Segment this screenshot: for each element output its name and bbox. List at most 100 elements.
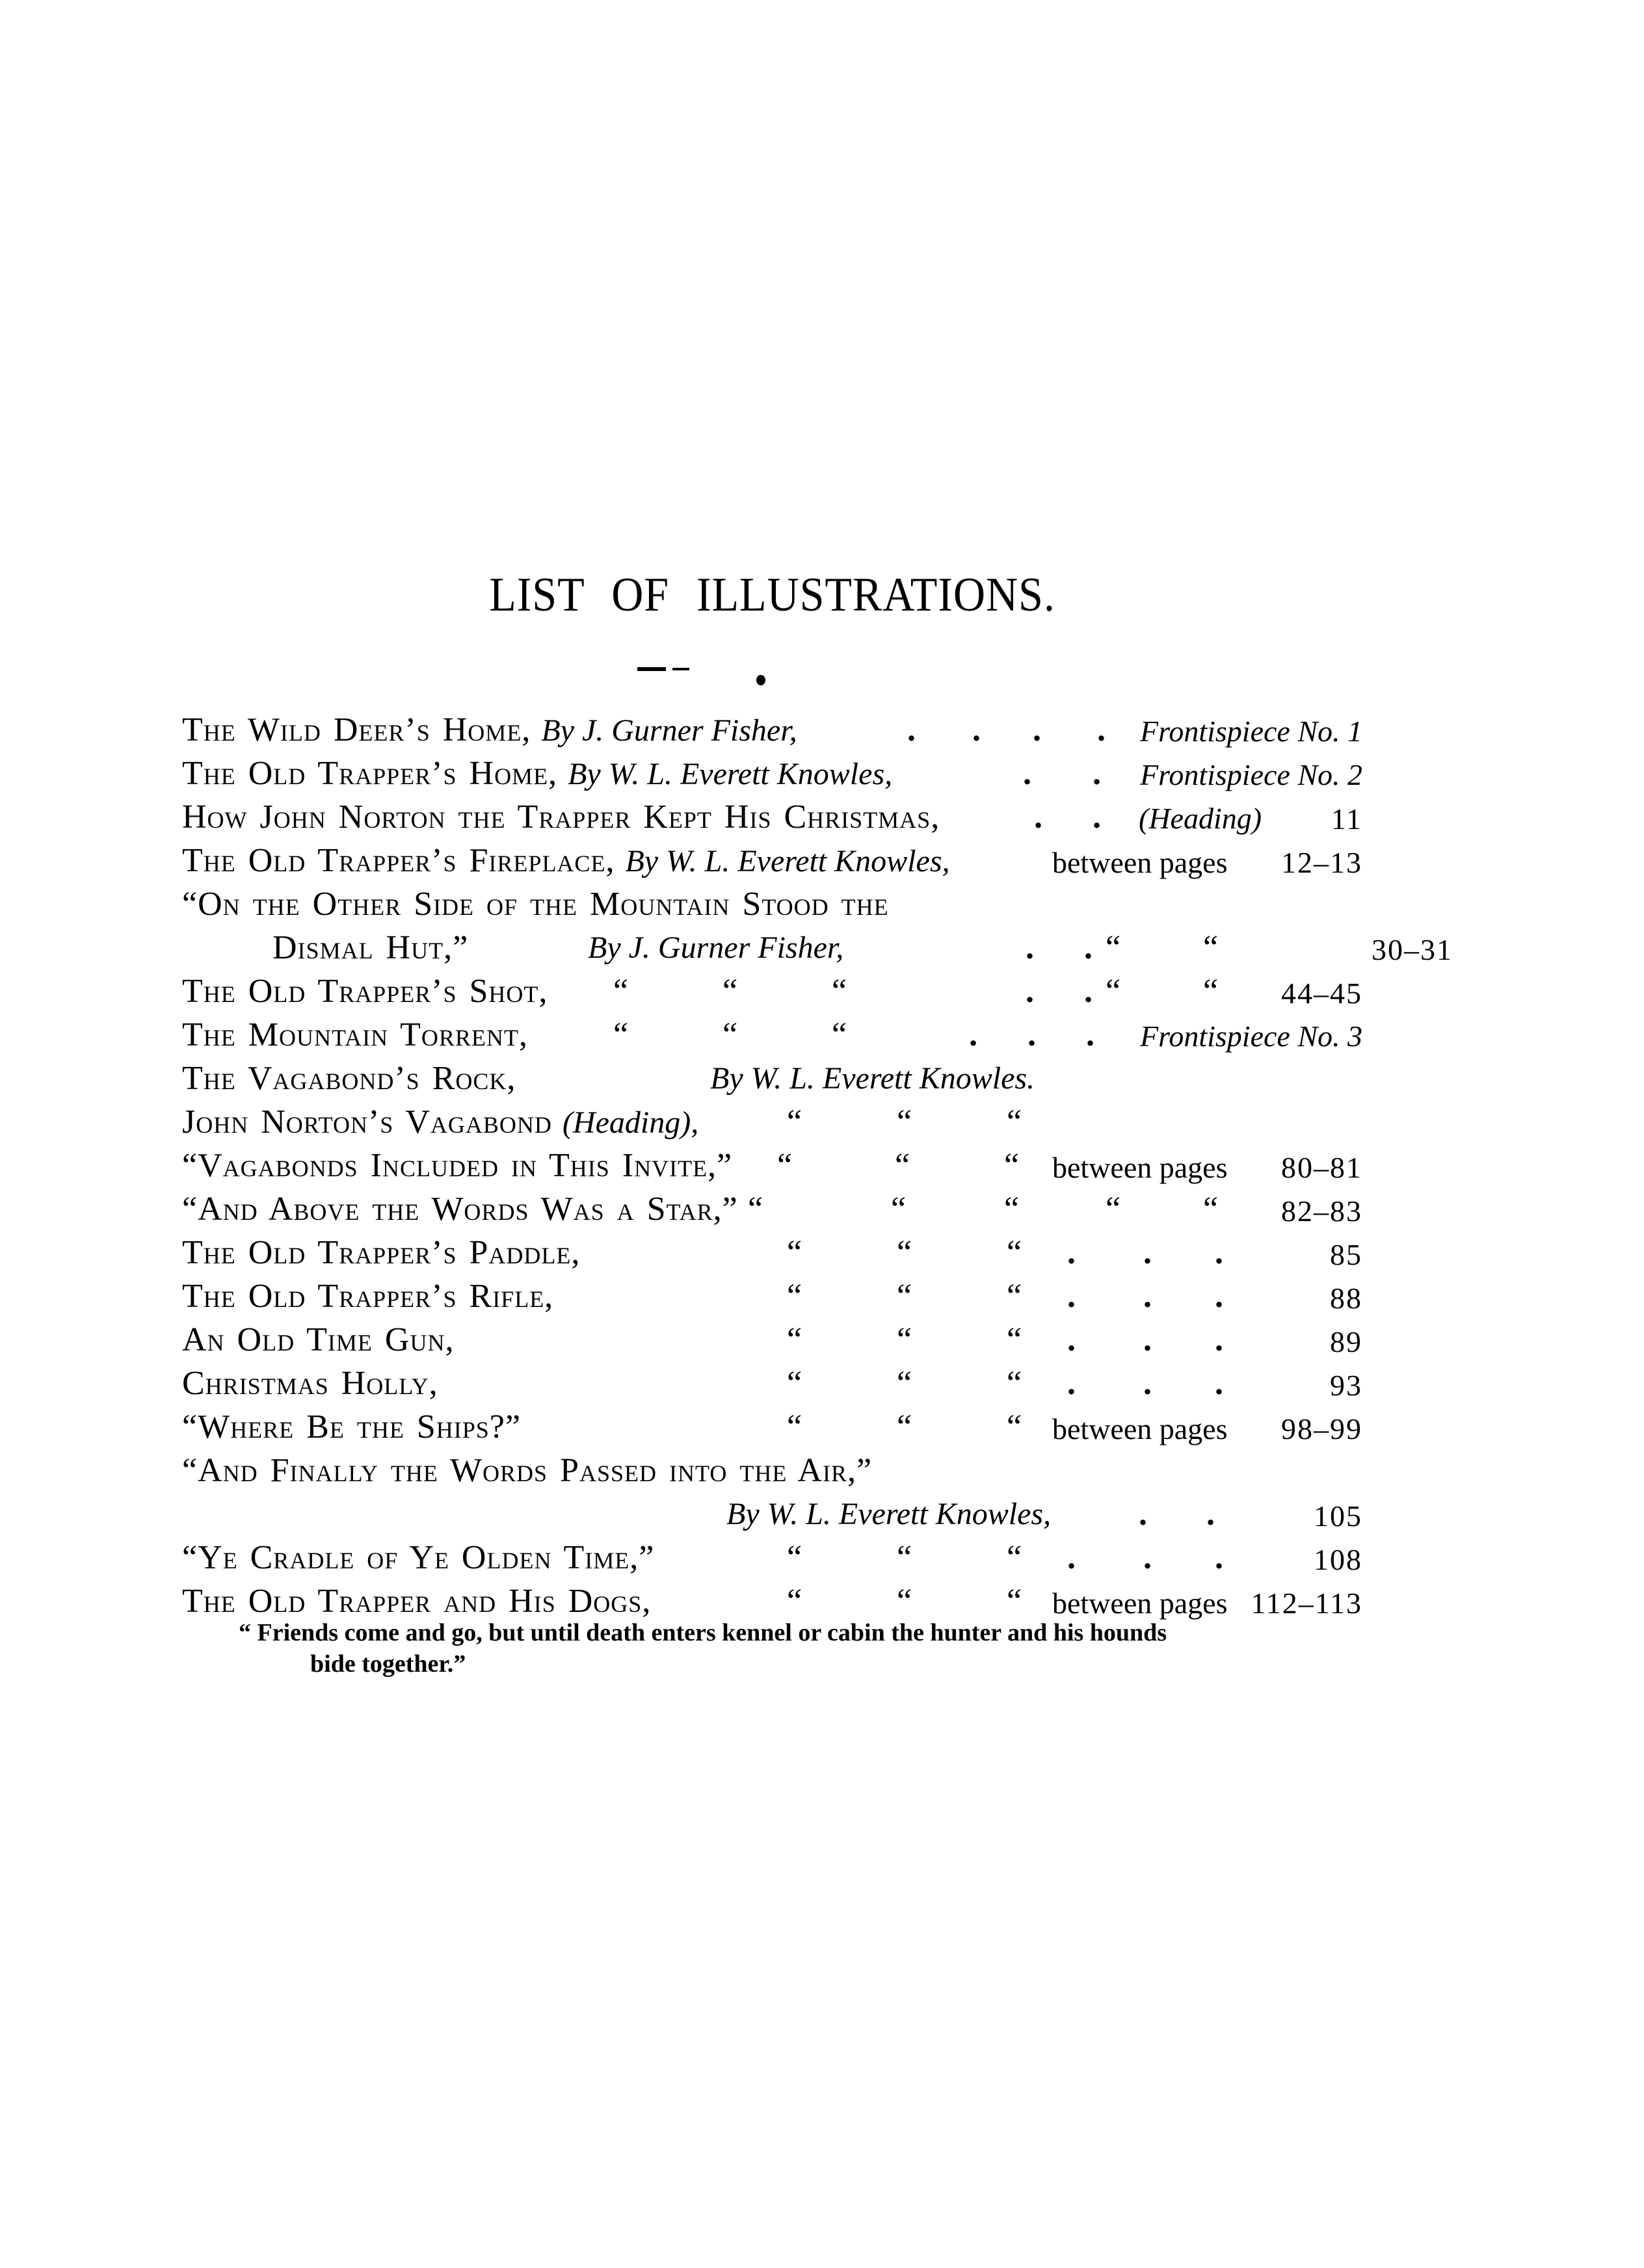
leader-dot: .: [1084, 929, 1093, 966]
decorative-rule-left: [637, 667, 666, 671]
ditto-mark: “: [1106, 1191, 1121, 1228]
ditto-mark: “: [897, 1321, 912, 1358]
entry-page-number: 112–113: [1251, 1587, 1362, 1620]
leader-dot: .: [1093, 755, 1101, 792]
ditto-mark: “: [895, 1147, 910, 1184]
leader-dot: .: [1215, 1365, 1223, 1402]
leader-dot: .: [972, 711, 981, 748]
ditto-mark: “: [1007, 1321, 1022, 1358]
toc-entry-21: The Old Trapper and His Dogs, “ “ “ between …: [182, 1582, 1362, 1626]
entry-title: The Old Trapper’s Shot,: [182, 973, 548, 1010]
entry-title: The Mountain Torrent,: [182, 1016, 528, 1053]
entry-title: How John Norton the Trapper Kept His Chr…: [182, 798, 940, 836]
leader-dot: .: [1143, 1234, 1152, 1271]
toc-entry-15: An Old Time Gun, “ “ “... 89: [182, 1321, 1362, 1364]
ditto-mark: “: [897, 1539, 912, 1576]
leader-dot: .: [1086, 1016, 1094, 1053]
entry-page-number: 89: [1330, 1325, 1362, 1358]
entry-page-number: 11: [1331, 802, 1362, 836]
leader-dot: .: [1206, 1496, 1215, 1533]
entry-title: “Where Be the Ships?”: [182, 1408, 521, 1445]
ditto-mark: “: [787, 1365, 802, 1402]
ditto-mark: “: [723, 1016, 738, 1053]
leader-dot: .: [1026, 929, 1034, 966]
entry-title: The Wild Deer’s Home,: [182, 711, 531, 748]
entry-title: “On the Other Side of the Mountain Stood…: [182, 886, 889, 923]
entry-title: The Old Trapper’s Paddle,: [182, 1234, 581, 1271]
ditto-mark: “: [787, 1234, 802, 1271]
entry-page-number: 93: [1330, 1369, 1362, 1402]
leader-dot: .: [1028, 1016, 1036, 1053]
between-pages-label: between pages: [1052, 1151, 1228, 1184]
entry-page-number: 44–45: [1281, 977, 1362, 1010]
toc-entry-10: John Norton’s Vagabond (Heading), “ “ “: [182, 1103, 1362, 1146]
ditto-mark: “: [787, 1103, 802, 1141]
entry-title: The Old Trapper’s Rifle,: [182, 1278, 554, 1315]
ditto-mark: “: [897, 1234, 912, 1271]
toc-entry-16: Christmas Holly, “ “ “... 93: [182, 1364, 1362, 1408]
entry-author: By W. L. Everett Knowles,: [625, 844, 950, 878]
toc-entry-2: The Old Trapper’s Home, By W. L. Everett …: [182, 754, 1362, 798]
entry-title: “Vagabonds Included in This Invite,”: [182, 1147, 733, 1184]
leader-dot: .: [1067, 1365, 1076, 1402]
leader-dot: .: [1067, 1539, 1076, 1576]
leader-dot: .: [1143, 1321, 1152, 1358]
toc-entry-6: Dismal Hut,” By J. Gurner Fisher,.. “ “ 30–3…: [182, 929, 1453, 972]
leader-dot: .: [1067, 1234, 1076, 1271]
ditto-mark: “: [787, 1583, 802, 1620]
ditto-mark: “: [1004, 1147, 1020, 1184]
entry-page-number: 108: [1314, 1543, 1362, 1576]
leader-dot: .: [1097, 711, 1106, 748]
entry-title: “Ye Cradle of Ye Olden Time,”: [182, 1539, 655, 1576]
ditto-mark: “: [1203, 929, 1219, 966]
ditto-mark: “: [1007, 1234, 1022, 1271]
leader-dot: .: [1067, 1321, 1076, 1358]
ditto-mark: “: [1106, 929, 1121, 966]
ditto-mark: “: [897, 1365, 912, 1402]
footnote-line-1: “ Friends come and go, but until death e…: [239, 1619, 1167, 1646]
toc-entry-14: The Old Trapper’s Rifle, “ “ “... 88: [182, 1277, 1362, 1321]
ditto-mark: “: [1007, 1539, 1022, 1576]
leader-dot: .: [1143, 1365, 1152, 1402]
entry-title: “And Above the Words Was a Star,”: [182, 1191, 738, 1228]
decorative-dot: [756, 675, 765, 685]
leader-dot: .: [1215, 1321, 1223, 1358]
toc-entry-20: “Ye Cradle of Ye Olden Time,” “ “ “... 108: [182, 1538, 1362, 1582]
entry-title: The Old Trapper’s Fireplace,: [182, 842, 615, 879]
entry-author: By W. L. Everett Knowles,: [726, 1497, 1052, 1531]
ditto-mark: “: [1106, 973, 1121, 1010]
entry-page-number: 80–81: [1281, 1151, 1362, 1184]
toc-entry-17: “Where Be the Ships?” “ “ “ between pages 98–…: [182, 1408, 1362, 1451]
entry-author: (Heading),: [562, 1105, 699, 1140]
entry-page-label: Frontispiece No. 2: [1140, 758, 1362, 791]
entry-title: Christmas Holly,: [182, 1365, 438, 1402]
ditto-mark: “: [1007, 1103, 1022, 1141]
toc-entry-18: “And Finally the Words Passed into the A…: [182, 1451, 1362, 1495]
toc-entry-19: By W. L. Everett Knowles,.. 105: [182, 1495, 1362, 1538]
ditto-mark: “: [1203, 973, 1219, 1010]
toc-entry-8: The Mountain Torrent, “ “ “... Frontispiece …: [182, 1016, 1362, 1059]
entry-author: By W. L. Everett Knowles.: [710, 1061, 1035, 1096]
ditto-mark: “: [1007, 1365, 1022, 1402]
between-pages-label: between pages: [1052, 846, 1228, 879]
entry-title: “And Finally the Words Passed into the A…: [182, 1452, 873, 1489]
ditto-mark: “: [777, 1147, 793, 1184]
leader-dot: .: [1093, 798, 1101, 836]
ditto-mark: “: [832, 973, 847, 1010]
toc-entry-7: The Old Trapper’s Shot, “ “ “.. “ “ 44–45: [182, 972, 1362, 1016]
toc-entry-11: “Vagabonds Included in This Invite,” “ “ “ b…: [182, 1146, 1362, 1190]
leader-dot: .: [1033, 711, 1041, 748]
toc-entry-1: The Wild Deer’s Home, By J. Gurner Fisher…: [182, 711, 1362, 754]
entry-title: The Old Trapper’s Home,: [182, 755, 558, 792]
ditto-mark: “: [1203, 1191, 1219, 1228]
ditto-mark: “: [832, 1016, 847, 1053]
leader-dot: .: [1143, 1539, 1152, 1576]
entry-page-number: 12–13: [1281, 846, 1362, 879]
entry-title: John Norton’s Vagabond: [182, 1103, 552, 1141]
ditto-mark: “: [613, 1016, 629, 1053]
leader-dot: .: [969, 1016, 977, 1053]
ditto-mark: “: [787, 1539, 802, 1576]
entry-title: The Vagabond’s Rock,: [182, 1060, 516, 1097]
